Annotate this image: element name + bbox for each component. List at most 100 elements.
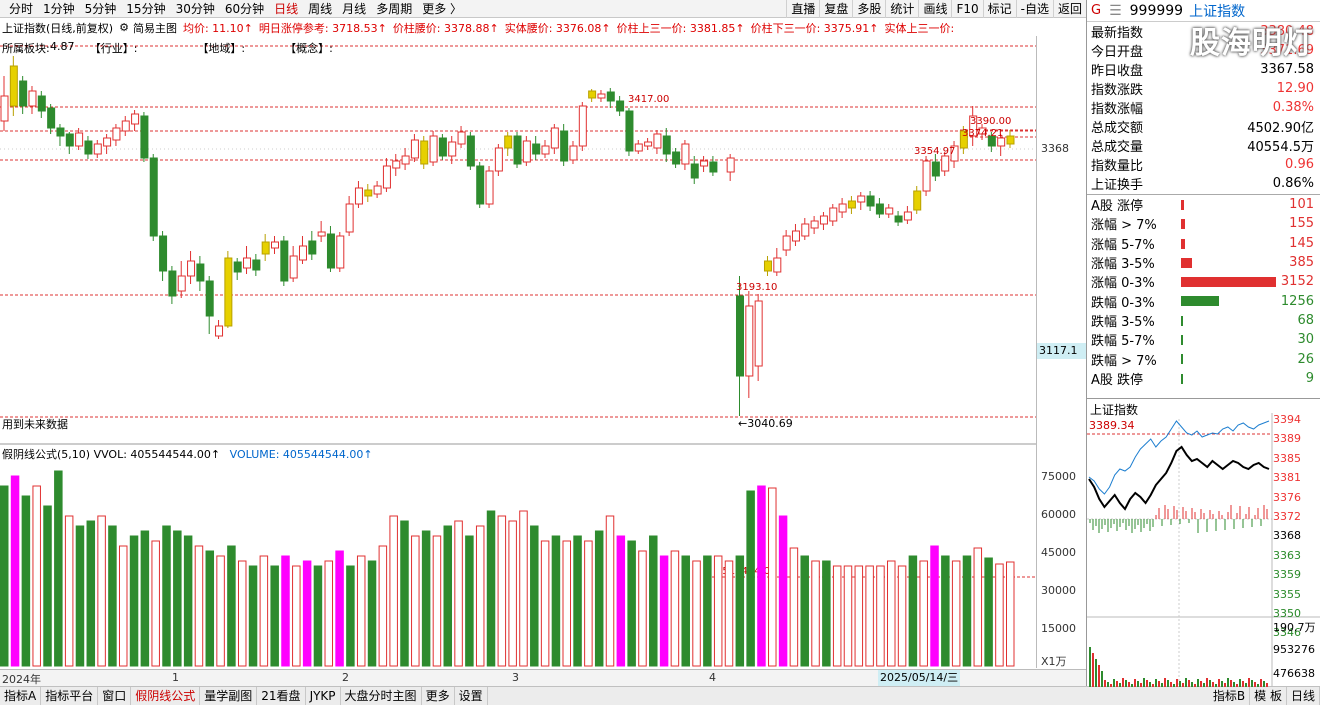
tool-button[interactable]: 返回 <box>1052 0 1086 18</box>
breadth-row: 跌幅 0-3% 1256 <box>1087 291 1320 311</box>
mini-vol-label: 476638 <box>1273 667 1315 680</box>
category-industry-label: 【行业】: <box>89 42 138 55</box>
bottom-right-tab[interactable]: 日线 <box>1287 687 1320 705</box>
period-tab[interactable]: 60分钟 <box>224 1 265 16</box>
info-item: 实体腰价: 3376.08↑ <box>504 21 611 35</box>
candle-body <box>19 80 28 107</box>
candle-body <box>588 90 597 99</box>
watermark-logo: 股海明灯 <box>1190 26 1314 61</box>
volume-bar <box>551 535 561 667</box>
volume-bar <box>216 555 225 667</box>
mini-price-label: 3372 <box>1273 510 1301 523</box>
candle-body <box>0 95 9 122</box>
bottom-right-tab[interactable]: 指标B <box>1209 687 1251 705</box>
candle-body <box>448 141 457 157</box>
bottom-tab[interactable]: 设置 <box>455 687 488 705</box>
tool-button[interactable]: 统计 <box>885 0 918 18</box>
volume-bar <box>540 540 550 667</box>
tool-button[interactable]: 画线 <box>918 0 951 18</box>
candle-body <box>681 143 690 165</box>
candle-body <box>894 215 903 223</box>
bottom-tab[interactable]: 假阴线公式 <box>131 687 201 705</box>
candle-body <box>969 115 978 137</box>
period-tab[interactable]: 日线 <box>274 1 299 16</box>
breadth-row: A股 涨停 101 <box>1087 195 1320 214</box>
mini-price-label: 3350 <box>1273 607 1301 620</box>
volume-formula: 假阴线公式(5,10) VVOL: 405544544.00↑ <box>2 448 221 461</box>
volume-bar <box>670 550 680 667</box>
future-data-note: 用到未来数据 <box>2 418 68 431</box>
volume-bar <box>129 535 139 667</box>
mini-price-label: 3385 <box>1273 451 1301 465</box>
volume-bar <box>497 515 507 667</box>
period-tab[interactable]: 30分钟 <box>175 1 215 16</box>
tool-button[interactable]: F10 <box>951 0 982 18</box>
volume-bar <box>173 530 182 667</box>
candle-body <box>662 135 671 155</box>
volume-bar <box>530 525 539 667</box>
period-tab[interactable]: 周线 <box>308 1 333 16</box>
candle-body <box>735 295 744 377</box>
tool-button[interactable]: 直播 <box>786 0 819 18</box>
volume-bar <box>118 545 128 667</box>
volume-bar <box>962 555 972 667</box>
bottom-tab[interactable]: 指标平台 <box>41 687 99 705</box>
breadth-bar <box>1181 257 1193 268</box>
candle-body <box>885 207 894 215</box>
breadth-value: 26 <box>1297 351 1314 367</box>
tool-button[interactable]: 标记 <box>982 0 1016 18</box>
bottom-tab[interactable]: JYKP <box>306 687 341 705</box>
tool-button[interactable]: -自选 <box>1015 0 1053 18</box>
menu-icon[interactable]: ☰ <box>1109 2 1122 19</box>
tool-button[interactable]: 复盘 <box>819 0 852 18</box>
info-item: 价柱腰价: 3378.88↑ <box>392 21 499 35</box>
intraday-mini-chart[interactable]: 上证指数 3394 3389 3385 3381 3376 3372 3368 3363 335… <box>1087 398 1320 687</box>
period-tab[interactable]: 1分钟 <box>43 1 75 16</box>
template-selector[interactable]: 简易主图 <box>132 21 177 35</box>
bottom-right-tab[interactable]: 模 板 <box>1250 687 1287 705</box>
candle-body <box>112 127 121 141</box>
bottom-tab[interactable]: 21看盘 <box>257 687 306 705</box>
candle-body <box>578 105 587 147</box>
stat-row: 今日开盘 3371.69 <box>1087 41 1320 60</box>
candle-body <box>616 100 625 112</box>
mini-chart-canvas <box>1087 413 1320 687</box>
bottom-tab[interactable]: 更多 <box>422 687 455 705</box>
stat-label: 指数涨跌 <box>1091 83 1144 98</box>
bottom-tab[interactable]: 大盘分时主图 <box>341 687 422 705</box>
bottom-tab[interactable]: 量学副图 <box>200 687 258 705</box>
period-tab[interactable]: 更多 〉 <box>422 1 463 16</box>
breadth-bar <box>1181 219 1186 230</box>
bottom-tab[interactable]: 指标A <box>0 687 42 705</box>
volume-bar <box>508 520 517 667</box>
candle-body <box>205 280 214 317</box>
tool-button[interactable]: 多股 <box>852 0 885 18</box>
volume-bar <box>659 555 669 667</box>
period-tab[interactable]: 分时 <box>9 1 34 16</box>
mini-price-label: 3394 <box>1273 413 1301 426</box>
settings-gear-icon[interactable]: ⚙ <box>119 21 129 34</box>
stat-label: 上证换手 <box>1091 178 1144 193</box>
candle-body <box>690 163 699 179</box>
breadth-row: A股 跌停 9 <box>1087 369 1320 388</box>
chart-title: 上证指数(日线,前复权) <box>2 21 114 35</box>
category-region-label: 【地域】: <box>197 42 246 55</box>
volume-bar <box>746 490 755 667</box>
breadth-row: 涨幅 > 7% 155 <box>1087 214 1320 233</box>
candle-body <box>84 140 93 155</box>
stat-row: 总成交量 40554.5万 <box>1087 136 1320 155</box>
period-tab[interactable]: 多周期 <box>376 1 413 16</box>
period-tab[interactable]: 5分钟 <box>84 1 117 16</box>
bottom-tab[interactable]: 窗口 <box>98 687 132 705</box>
volume-bar <box>227 545 236 667</box>
info-item: 价柱下三一价: 3375.91↑ <box>750 21 879 35</box>
candle-body <box>261 241 270 255</box>
period-tab[interactable]: 15分钟 <box>126 1 166 16</box>
breadth-label: 涨幅 > 7% <box>1091 218 1157 234</box>
period-tab[interactable]: 月线 <box>342 1 367 16</box>
stat-label: 昨日收盘 <box>1091 64 1144 79</box>
candle-body <box>857 195 866 203</box>
candle-body <box>9 65 18 107</box>
candle-body <box>336 235 345 269</box>
